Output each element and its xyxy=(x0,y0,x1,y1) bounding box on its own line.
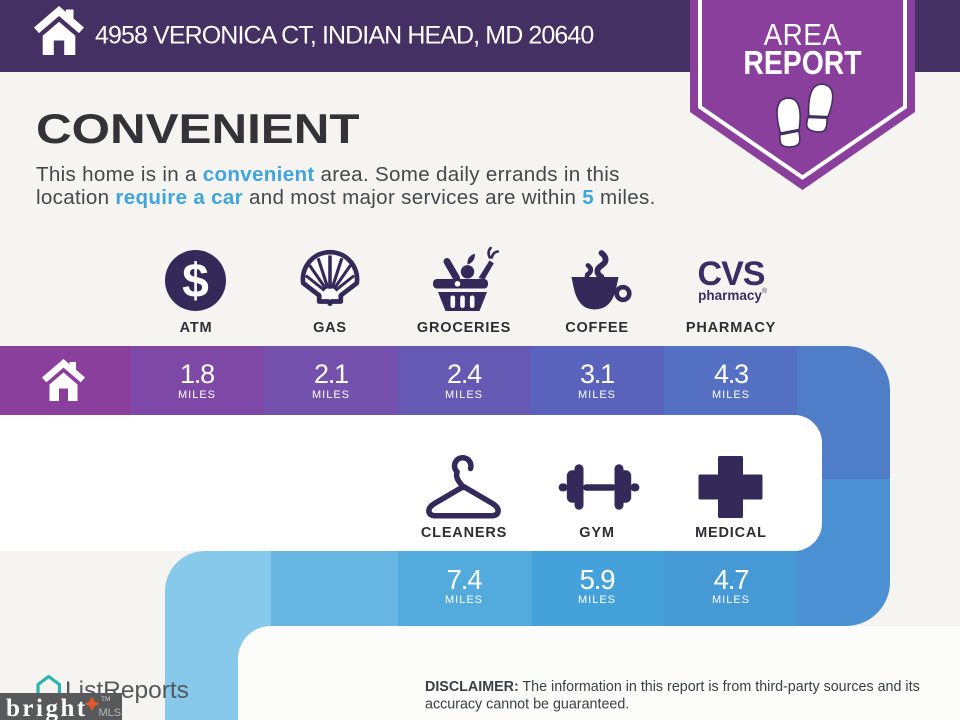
svg-text:3.1: 3.1 xyxy=(580,359,614,389)
svg-text:MILES: MILES xyxy=(445,389,483,401)
svg-text:2.4: 2.4 xyxy=(447,359,482,389)
svg-text:GAS: GAS xyxy=(313,320,347,336)
svg-text:CLEANERS: CLEANERS xyxy=(421,525,507,541)
svg-text:location require a car and mos: location require a car and most major se… xyxy=(36,186,656,209)
svg-text:4.7: 4.7 xyxy=(714,564,749,595)
svg-text:ATM: ATM xyxy=(180,320,213,336)
svg-text:pharmacy: pharmacy xyxy=(698,288,762,303)
svg-text:MILES: MILES xyxy=(178,389,216,401)
svg-text:MILES: MILES xyxy=(712,389,750,401)
svg-text:MILES: MILES xyxy=(445,594,483,606)
svg-text:PHARMACY: PHARMACY xyxy=(686,320,776,336)
svg-text:MILES: MILES xyxy=(712,594,750,606)
svg-text:4958 VERONICA CT, INDIAN HEAD,: 4958 VERONICA CT, INDIAN HEAD, MD 20640 xyxy=(95,22,593,50)
svg-text:AREA: AREA xyxy=(764,18,842,53)
svg-text:MLS: MLS xyxy=(99,707,122,719)
svg-text:bright: bright xyxy=(6,695,88,720)
svg-text:5.9: 5.9 xyxy=(580,564,615,595)
svg-text:REPORT: REPORT xyxy=(743,44,861,82)
svg-text:MEDICAL: MEDICAL xyxy=(695,525,767,541)
svg-text:7.4: 7.4 xyxy=(447,564,483,595)
svg-text:®: ® xyxy=(762,287,768,295)
svg-text:GYM: GYM xyxy=(579,525,614,541)
svg-text:GROCERIES: GROCERIES xyxy=(417,320,511,336)
svg-text:1.8: 1.8 xyxy=(180,359,214,389)
svg-text:accuracy cannot be guaranteed.: accuracy cannot be guaranteed. xyxy=(425,697,629,713)
svg-text:TM: TM xyxy=(101,696,110,703)
svg-text:CONVENIENT: CONVENIENT xyxy=(36,105,359,152)
svg-text:DISCLAIMER: The information in: DISCLAIMER: The information in this repo… xyxy=(425,679,920,695)
svg-text:CVS: CVS xyxy=(698,255,765,293)
svg-text:$: $ xyxy=(182,255,209,308)
svg-text:This home is in a convenient a: This home is in a convenient area. Some … xyxy=(36,163,620,186)
svg-text:4.3: 4.3 xyxy=(714,359,748,389)
svg-text:MILES: MILES xyxy=(578,594,616,606)
svg-text:MILES: MILES xyxy=(578,389,616,401)
svg-text:COFFEE: COFFEE xyxy=(565,320,629,336)
svg-text:2.1: 2.1 xyxy=(314,359,348,389)
svg-text:MILES: MILES xyxy=(312,389,350,401)
